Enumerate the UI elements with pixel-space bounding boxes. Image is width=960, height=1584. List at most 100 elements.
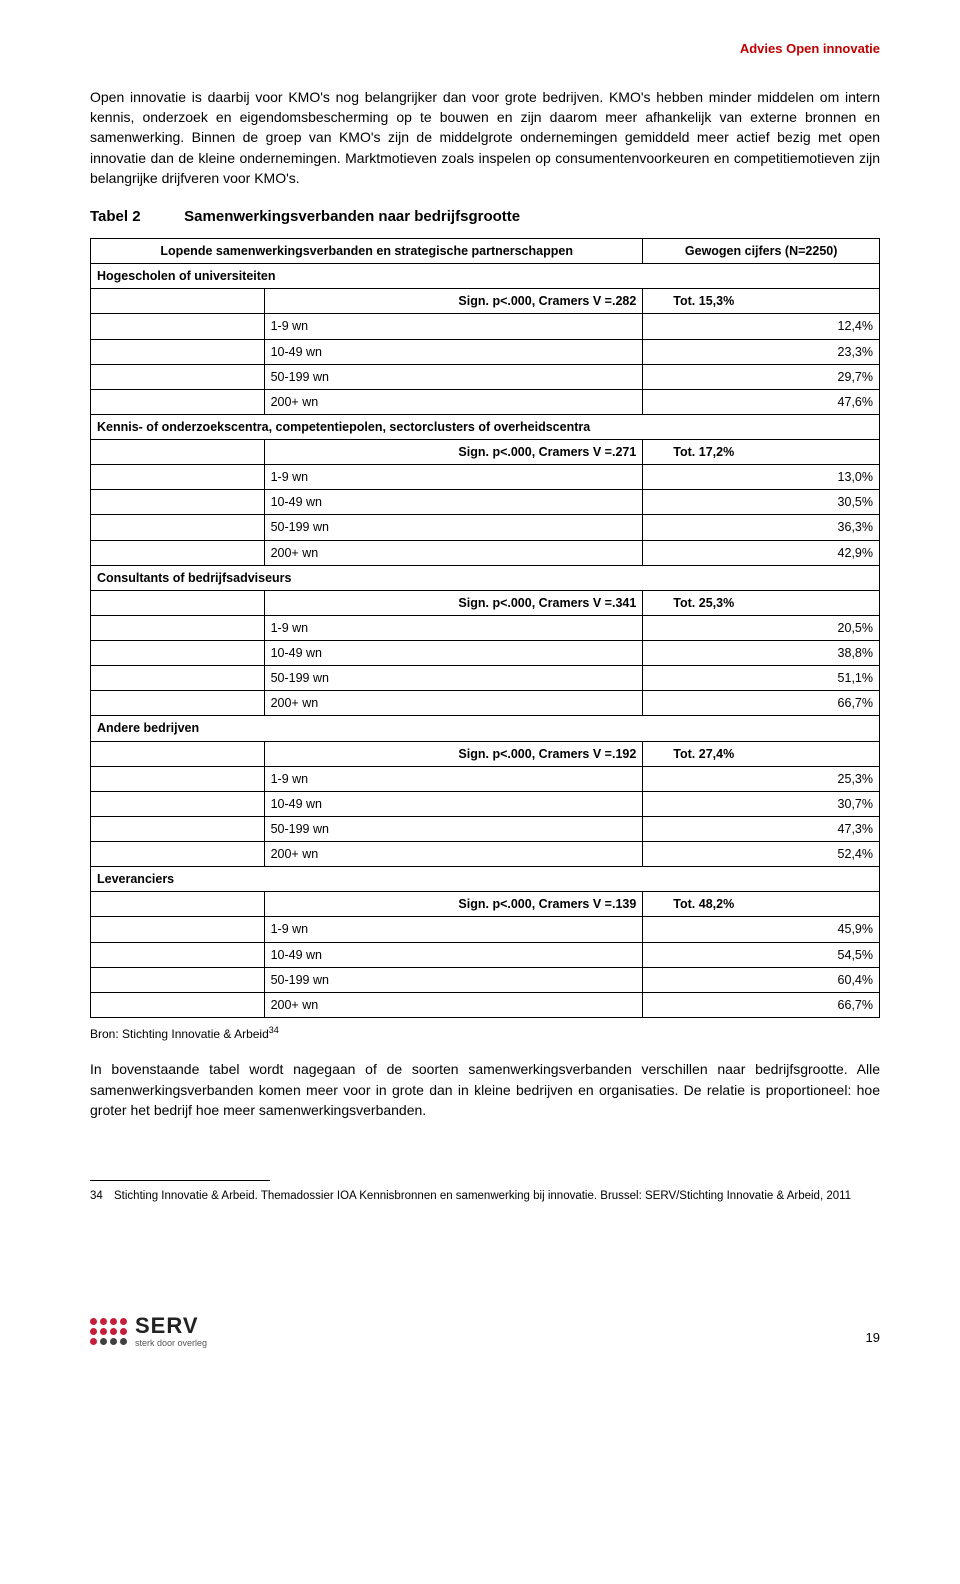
empty-cell <box>91 942 265 967</box>
size-label: 200+ wn <box>264 691 643 716</box>
table-section-title-row: Andere bedrijven <box>91 716 880 741</box>
footnote: 34 Stichting Innovatie & Arbeid. Themado… <box>90 1189 880 1205</box>
table-row: 1-9 wn45,9% <box>91 917 880 942</box>
size-label: 1-9 wn <box>264 314 643 339</box>
table-sign-row: Sign. p<.000, Cramers V =.139Tot. 48,2% <box>91 892 880 917</box>
table-row: 10-49 wn30,5% <box>91 490 880 515</box>
value-cell: 52,4% <box>643 842 880 867</box>
value-cell: 29,7% <box>643 364 880 389</box>
total-cell: Tot. 48,2% <box>643 892 880 917</box>
empty-cell <box>91 766 265 791</box>
empty-cell <box>91 590 265 615</box>
section-title: Hogescholen of universiteiten <box>91 264 880 289</box>
value-cell: 12,4% <box>643 314 880 339</box>
value-cell: 66,7% <box>643 992 880 1017</box>
empty-cell <box>91 540 265 565</box>
empty-cell <box>91 440 265 465</box>
table-row: 10-49 wn23,3% <box>91 339 880 364</box>
table-row: 200+ wn47,6% <box>91 389 880 414</box>
value-cell: 42,9% <box>643 540 880 565</box>
table-header-left: Lopende samenwerkingsverbanden en strate… <box>91 239 643 264</box>
empty-cell <box>91 691 265 716</box>
table-sign-row: Sign. p<.000, Cramers V =.341Tot. 25,3% <box>91 590 880 615</box>
logo-dot <box>100 1318 107 1325</box>
size-label: 10-49 wn <box>264 791 643 816</box>
value-cell: 20,5% <box>643 615 880 640</box>
table-row: 50-199 wn60,4% <box>91 967 880 992</box>
logo-text: SERV sterk door overleg <box>135 1315 207 1348</box>
table-row: 200+ wn52,4% <box>91 842 880 867</box>
table-sign-row: Sign. p<.000, Cramers V =.271Tot. 17,2% <box>91 440 880 465</box>
size-label: 50-199 wn <box>264 364 643 389</box>
value-cell: 30,7% <box>643 791 880 816</box>
table-row: 10-49 wn54,5% <box>91 942 880 967</box>
size-label: 200+ wn <box>264 992 643 1017</box>
empty-cell <box>91 791 265 816</box>
table-header-right: Gewogen cijfers (N=2250) <box>643 239 880 264</box>
value-cell: 38,8% <box>643 641 880 666</box>
table-row: 200+ wn42,9% <box>91 540 880 565</box>
size-label: 50-199 wn <box>264 666 643 691</box>
logo-dot <box>90 1338 97 1345</box>
footnote-text: Stichting Innovatie & Arbeid. Themadossi… <box>114 1189 880 1205</box>
empty-cell <box>91 339 265 364</box>
logo-dot <box>120 1328 127 1335</box>
size-label: 10-49 wn <box>264 490 643 515</box>
sign-cell: Sign. p<.000, Cramers V =.282 <box>264 289 643 314</box>
table-row: 1-9 wn20,5% <box>91 615 880 640</box>
value-cell: 60,4% <box>643 967 880 992</box>
empty-cell <box>91 389 265 414</box>
logo-dots <box>90 1318 127 1345</box>
footnote-number: 34 <box>90 1189 114 1205</box>
size-label: 10-49 wn <box>264 641 643 666</box>
empty-cell <box>91 364 265 389</box>
footnote-divider <box>90 1180 270 1181</box>
value-cell: 66,7% <box>643 691 880 716</box>
serv-logo: SERV sterk door overleg <box>90 1315 207 1348</box>
empty-cell <box>91 490 265 515</box>
value-cell: 45,9% <box>643 917 880 942</box>
value-cell: 36,3% <box>643 515 880 540</box>
total-cell: Tot. 27,4% <box>643 741 880 766</box>
table-row: 50-199 wn36,3% <box>91 515 880 540</box>
size-label: 200+ wn <box>264 842 643 867</box>
table-row: 50-199 wn51,1% <box>91 666 880 691</box>
logo-dot <box>120 1318 127 1325</box>
total-cell: Tot. 25,3% <box>643 590 880 615</box>
table-section-title-row: Leveranciers <box>91 867 880 892</box>
value-cell: 30,5% <box>643 490 880 515</box>
value-cell: 23,3% <box>643 339 880 364</box>
logo-tagline: sterk door overleg <box>135 1339 207 1348</box>
total-cell: Tot. 15,3% <box>643 289 880 314</box>
size-label: 50-199 wn <box>264 816 643 841</box>
value-cell: 25,3% <box>643 766 880 791</box>
logo-dot <box>90 1318 97 1325</box>
page-footer: SERV sterk door overleg 19 <box>90 1315 880 1348</box>
table-row: 1-9 wn25,3% <box>91 766 880 791</box>
size-label: 10-49 wn <box>264 942 643 967</box>
empty-cell <box>91 641 265 666</box>
source-superscript: 34 <box>269 1025 279 1035</box>
table-header-row: Lopende samenwerkingsverbanden en strate… <box>91 239 880 264</box>
table-section-title-row: Hogescholen of universiteiten <box>91 264 880 289</box>
empty-cell <box>91 842 265 867</box>
sign-cell: Sign. p<.000, Cramers V =.271 <box>264 440 643 465</box>
sign-cell: Sign. p<.000, Cramers V =.139 <box>264 892 643 917</box>
closing-paragraph: In bovenstaande tabel wordt nagegaan of … <box>90 1059 880 1120</box>
document-header: Advies Open innovatie <box>90 40 880 59</box>
value-cell: 47,6% <box>643 389 880 414</box>
table-title: Tabel 2 Samenwerkingsverbanden naar bedr… <box>90 206 880 228</box>
empty-cell <box>91 666 265 691</box>
logo-dot <box>100 1338 107 1345</box>
empty-cell <box>91 289 265 314</box>
logo-dot <box>120 1338 127 1345</box>
size-label: 50-199 wn <box>264 515 643 540</box>
logo-dot <box>110 1328 117 1335</box>
empty-cell <box>91 741 265 766</box>
empty-cell <box>91 816 265 841</box>
table-row: 10-49 wn30,7% <box>91 791 880 816</box>
table-row: 1-9 wn12,4% <box>91 314 880 339</box>
table-row: 200+ wn66,7% <box>91 691 880 716</box>
empty-cell <box>91 515 265 540</box>
size-label: 1-9 wn <box>264 917 643 942</box>
